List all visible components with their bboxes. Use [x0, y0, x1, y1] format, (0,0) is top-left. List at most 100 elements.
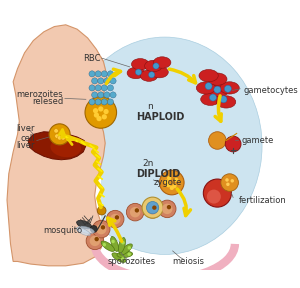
Circle shape: [135, 69, 142, 75]
Circle shape: [107, 99, 113, 105]
Circle shape: [107, 85, 113, 91]
Circle shape: [95, 99, 101, 105]
Circle shape: [153, 63, 159, 69]
Text: n: n: [147, 102, 153, 111]
Ellipse shape: [196, 82, 216, 94]
Circle shape: [95, 71, 101, 77]
Circle shape: [97, 206, 106, 215]
Circle shape: [98, 106, 104, 111]
Ellipse shape: [220, 82, 239, 94]
Ellipse shape: [153, 57, 171, 68]
Circle shape: [102, 114, 107, 120]
Ellipse shape: [76, 220, 92, 229]
Circle shape: [142, 197, 163, 218]
Circle shape: [95, 85, 101, 91]
Ellipse shape: [201, 93, 220, 105]
Circle shape: [92, 220, 110, 238]
Polygon shape: [28, 132, 86, 160]
Circle shape: [90, 236, 100, 246]
Ellipse shape: [120, 244, 132, 255]
Text: merozoites: merozoites: [16, 90, 63, 99]
Circle shape: [220, 96, 227, 103]
Ellipse shape: [112, 253, 126, 262]
Circle shape: [101, 225, 105, 230]
Circle shape: [92, 92, 98, 98]
Circle shape: [144, 201, 161, 218]
Circle shape: [121, 257, 124, 261]
Circle shape: [55, 134, 59, 138]
Ellipse shape: [127, 67, 145, 79]
Circle shape: [225, 178, 229, 182]
Ellipse shape: [118, 238, 125, 253]
Text: fertilization: fertilization: [238, 196, 286, 204]
Circle shape: [94, 112, 99, 118]
Ellipse shape: [117, 251, 133, 257]
Circle shape: [167, 176, 171, 180]
Circle shape: [104, 78, 110, 84]
Ellipse shape: [209, 84, 229, 97]
Circle shape: [107, 71, 113, 77]
Circle shape: [96, 224, 106, 234]
Ellipse shape: [151, 67, 168, 78]
Circle shape: [85, 97, 117, 128]
Circle shape: [135, 208, 139, 213]
Circle shape: [96, 116, 102, 121]
Text: gametocytes: gametocytes: [244, 86, 298, 95]
Circle shape: [110, 214, 121, 224]
Circle shape: [167, 205, 171, 209]
Circle shape: [86, 232, 104, 250]
Circle shape: [221, 174, 238, 191]
Circle shape: [89, 99, 95, 105]
Circle shape: [147, 204, 158, 215]
Circle shape: [49, 124, 70, 145]
Circle shape: [93, 108, 98, 113]
Circle shape: [89, 71, 95, 77]
Ellipse shape: [111, 236, 119, 251]
Circle shape: [115, 215, 119, 219]
Circle shape: [101, 85, 107, 91]
Circle shape: [152, 205, 157, 210]
Circle shape: [101, 71, 107, 77]
Circle shape: [106, 210, 124, 228]
Ellipse shape: [199, 69, 218, 82]
Circle shape: [57, 136, 62, 140]
Circle shape: [98, 78, 104, 84]
Ellipse shape: [77, 226, 94, 234]
Circle shape: [54, 129, 58, 133]
Circle shape: [174, 178, 178, 182]
Ellipse shape: [131, 58, 149, 70]
Circle shape: [110, 78, 116, 84]
Circle shape: [89, 85, 95, 91]
Circle shape: [209, 94, 217, 101]
Polygon shape: [7, 25, 107, 266]
Circle shape: [111, 240, 115, 243]
Circle shape: [103, 109, 109, 114]
Ellipse shape: [76, 228, 91, 236]
Text: relesed: relesed: [32, 97, 63, 107]
Text: zygote: zygote: [153, 178, 182, 187]
Circle shape: [103, 243, 106, 247]
Text: liver: liver: [16, 141, 35, 150]
Circle shape: [146, 202, 159, 214]
Circle shape: [126, 203, 144, 221]
Circle shape: [128, 253, 131, 256]
Text: liver: liver: [16, 124, 34, 133]
Circle shape: [169, 186, 174, 190]
Circle shape: [230, 179, 234, 183]
Circle shape: [104, 92, 110, 98]
Circle shape: [101, 99, 107, 105]
Polygon shape: [7, 25, 107, 266]
Text: HAPLOID: HAPLOID: [136, 112, 184, 122]
Circle shape: [60, 130, 64, 135]
Ellipse shape: [68, 37, 262, 254]
Circle shape: [61, 136, 65, 140]
Circle shape: [225, 136, 241, 152]
Circle shape: [162, 204, 172, 214]
Text: 2n: 2n: [142, 159, 153, 168]
Text: mosquito: mosquito: [44, 226, 83, 235]
Circle shape: [203, 179, 231, 207]
Circle shape: [130, 207, 140, 217]
Ellipse shape: [101, 241, 115, 251]
Text: meiosis: meiosis: [172, 257, 204, 266]
Circle shape: [207, 190, 221, 204]
